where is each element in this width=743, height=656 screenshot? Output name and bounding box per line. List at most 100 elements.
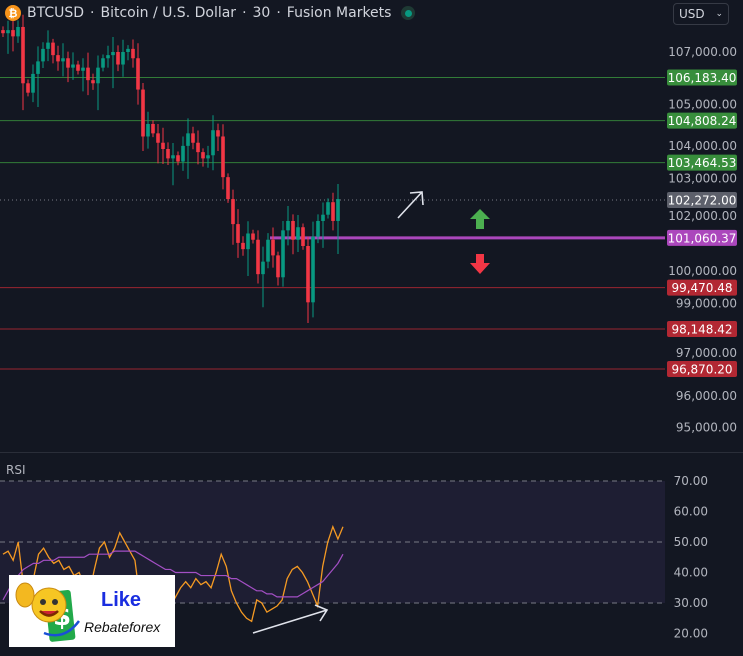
price-tick: 95,000.00	[676, 420, 737, 434]
candle-down	[236, 224, 240, 243]
candle-down	[151, 123, 155, 134]
candle-up	[46, 42, 50, 49]
candle-up	[81, 67, 85, 71]
rsi-tick: 60.00	[674, 505, 708, 519]
candle-up	[16, 26, 20, 37]
candle-down	[76, 64, 80, 71]
price-tick: 100,000.00	[668, 264, 737, 278]
separator: ·	[90, 5, 95, 21]
chevron-down-icon: ⌄	[715, 9, 723, 19]
price-label-last: 102,272.00	[668, 193, 737, 207]
candle-up	[71, 64, 75, 68]
thumbs-up-emoji-icon: $	[15, 582, 80, 642]
candle-up	[321, 214, 325, 221]
candle-down	[201, 152, 205, 159]
market-status-icon	[401, 6, 416, 20]
price-label-bg	[667, 229, 737, 246]
candle-up	[296, 227, 300, 240]
rebateforex-logo: $ Like Rebateforex	[9, 575, 175, 647]
candle-up	[181, 145, 185, 162]
candle-down	[66, 58, 70, 68]
candle-down	[156, 133, 160, 143]
candle-down	[331, 202, 335, 221]
price-tick: 107,000.00	[668, 45, 737, 59]
price-label-resistance: 104,808.24	[668, 114, 737, 128]
price-label-bg	[667, 191, 737, 208]
price-label-bg	[667, 360, 737, 377]
candle-up	[206, 155, 210, 159]
green-up-arrow-icon	[470, 209, 490, 229]
symbol[interactable]: BTCUSD	[27, 5, 85, 21]
price-tick: 96,000.00	[676, 389, 737, 403]
rsi-ma-line	[2, 550, 344, 601]
rsi-label: RSI	[6, 463, 26, 477]
currency-select[interactable]: USD ⌄	[673, 3, 729, 25]
price-label-support: 96,870.20	[671, 362, 732, 376]
candle-up	[96, 67, 100, 84]
candle-up	[286, 220, 290, 231]
candle-up	[146, 123, 150, 137]
candle-up	[316, 220, 320, 237]
candle-up	[61, 58, 65, 62]
candle-down	[191, 133, 195, 143]
arrow-up-right-icon	[397, 191, 424, 219]
rsi-tick: 70.00	[674, 474, 708, 488]
candle-up	[106, 55, 110, 59]
candle-up	[31, 73, 35, 93]
price-label-bg	[667, 154, 737, 171]
price-label-bg	[667, 69, 737, 86]
candle-down	[86, 67, 90, 81]
candle-up	[311, 236, 315, 303]
logo-text-rebateforex: Rebateforex	[84, 619, 161, 635]
candle-down	[136, 58, 140, 90]
candle-up	[261, 261, 265, 275]
candle-down	[221, 136, 225, 178]
candle-down	[271, 239, 275, 256]
candle-up	[171, 155, 175, 159]
bitcoin-icon: ₿	[5, 5, 21, 21]
candle-down	[1, 30, 5, 34]
red-down-arrow-icon	[470, 254, 490, 274]
candle-down	[226, 177, 230, 200]
candle-down	[276, 255, 280, 278]
symbol-name: Bitcoin / U.S. Dollar	[100, 5, 237, 21]
price-tick: 102,000.00	[668, 209, 737, 223]
candle-down	[21, 26, 25, 84]
price-label-resistance: 106,183.40	[668, 71, 737, 85]
candle-down	[56, 55, 60, 62]
candle-down	[251, 233, 255, 240]
price-tick: 104,000.00	[668, 139, 737, 153]
candle-down	[161, 142, 165, 149]
broker: Fusion Markets	[286, 5, 392, 21]
candle-up	[246, 233, 250, 250]
rsi-tick: 30.00	[674, 596, 708, 610]
candle-down	[131, 48, 135, 59]
interval[interactable]: 30	[252, 5, 271, 21]
candle-up	[6, 30, 10, 34]
candle-down	[196, 142, 200, 153]
candle-up	[101, 58, 105, 68]
candle-down	[26, 83, 30, 93]
chart-header: ₿ BTCUSD · Bitcoin / U.S. Dollar · 30 · …	[5, 5, 416, 21]
candle-down	[166, 148, 170, 159]
candle-up	[186, 133, 190, 146]
candle-up	[111, 52, 115, 56]
candle-down	[291, 220, 295, 240]
candle-up	[336, 199, 340, 221]
candle-up	[36, 61, 40, 74]
candle-up	[281, 230, 285, 278]
candle-down	[176, 155, 180, 162]
candle-down	[306, 245, 310, 303]
price-label-bg	[667, 279, 737, 296]
candle-up	[211, 130, 215, 156]
price-tick: 103,000.00	[668, 172, 737, 186]
price-label-support: 98,148.42	[671, 322, 732, 336]
candle-down	[301, 227, 305, 246]
candle-up	[126, 48, 130, 52]
candle-up	[41, 48, 45, 62]
divergence-arrow-icon	[252, 604, 329, 634]
separator: ·	[242, 5, 247, 21]
candle-up	[121, 52, 125, 65]
logo-text-like: Like	[101, 589, 142, 611]
